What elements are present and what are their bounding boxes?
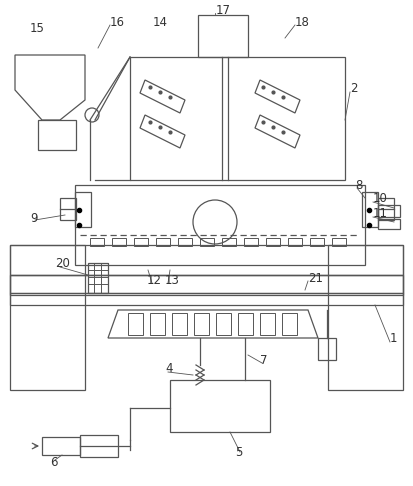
Text: 9: 9: [30, 211, 38, 225]
Text: 7: 7: [260, 353, 268, 366]
Bar: [75, 192, 91, 227]
Bar: [178, 238, 192, 246]
Text: 15: 15: [30, 21, 45, 35]
Text: 1: 1: [390, 331, 397, 345]
Bar: [75, 185, 365, 265]
Text: 10: 10: [373, 191, 388, 205]
Bar: [10, 245, 403, 275]
Text: 11: 11: [373, 207, 388, 220]
Text: 6: 6: [50, 455, 57, 469]
Text: 5: 5: [235, 446, 242, 458]
Text: 13: 13: [165, 274, 180, 287]
Bar: [10, 293, 403, 305]
Bar: [42, 437, 80, 455]
Bar: [130, 57, 345, 180]
Bar: [362, 192, 378, 227]
Bar: [10, 275, 403, 293]
Bar: [150, 313, 165, 335]
Bar: [310, 238, 324, 246]
Text: 17: 17: [216, 3, 231, 17]
Text: 16: 16: [110, 16, 125, 29]
Bar: [260, 313, 275, 335]
Bar: [378, 198, 394, 220]
Bar: [172, 313, 187, 335]
Bar: [288, 238, 302, 246]
Bar: [332, 238, 346, 246]
Bar: [134, 238, 148, 246]
Bar: [88, 263, 108, 293]
Text: 21: 21: [308, 272, 323, 284]
Bar: [318, 338, 336, 360]
Text: 8: 8: [355, 178, 362, 191]
Text: 4: 4: [165, 362, 173, 375]
Bar: [80, 435, 118, 457]
Text: 20: 20: [55, 257, 70, 270]
Bar: [216, 313, 231, 335]
Bar: [244, 238, 258, 246]
Bar: [10, 275, 403, 295]
Bar: [90, 238, 104, 246]
Bar: [328, 245, 403, 390]
Bar: [238, 313, 253, 335]
Bar: [170, 380, 270, 432]
Bar: [198, 15, 248, 57]
Text: 12: 12: [147, 274, 162, 287]
Bar: [222, 238, 236, 246]
Bar: [378, 205, 400, 217]
Bar: [194, 313, 209, 335]
Bar: [38, 120, 76, 150]
Text: 2: 2: [350, 82, 358, 94]
Bar: [112, 238, 126, 246]
Text: 14: 14: [153, 16, 168, 29]
Bar: [282, 313, 297, 335]
Bar: [128, 313, 143, 335]
Bar: [266, 238, 280, 246]
Bar: [156, 238, 170, 246]
Bar: [378, 219, 400, 229]
Bar: [60, 198, 76, 220]
Text: 18: 18: [295, 16, 310, 29]
Bar: [10, 245, 85, 390]
Bar: [200, 238, 214, 246]
